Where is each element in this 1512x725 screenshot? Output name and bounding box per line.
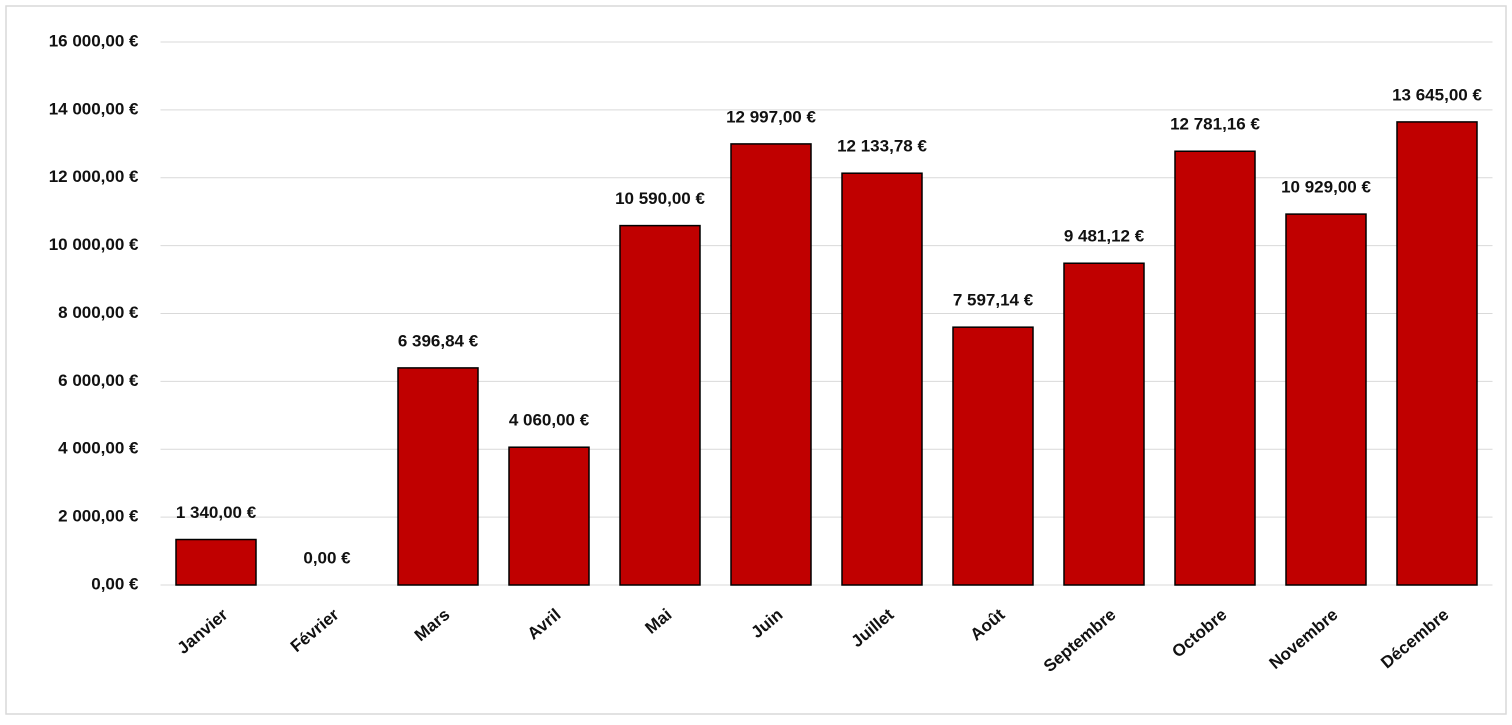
y-tick-label: 14 000,00 € (49, 99, 139, 118)
bar (619, 224, 701, 586)
value-label: 0,00 € (303, 548, 351, 567)
y-tick-label: 12 000,00 € (49, 167, 139, 186)
y-tick-label: 16 000,00 € (49, 31, 139, 50)
y-tick-label: 0,00 € (91, 574, 139, 593)
value-label: 1 340,00 € (176, 503, 257, 522)
bar (175, 538, 257, 586)
value-label: 9 481,12 € (1064, 227, 1145, 246)
bar (730, 143, 812, 586)
y-tick-label: 10 000,00 € (49, 235, 139, 254)
value-label: 12 781,16 € (1170, 115, 1260, 134)
bar (1285, 213, 1367, 586)
y-tick-label: 6 000,00 € (58, 371, 139, 390)
bar (1063, 262, 1145, 586)
bar (952, 326, 1034, 586)
bar (397, 367, 479, 586)
value-label: 10 590,00 € (615, 189, 705, 208)
bar (841, 172, 923, 586)
y-tick-label: 4 000,00 € (58, 439, 139, 458)
bar (1396, 121, 1478, 586)
value-label: 12 997,00 € (726, 107, 816, 126)
value-label: 7 597,14 € (953, 291, 1034, 310)
bar (1174, 150, 1256, 586)
value-label: 4 060,00 € (509, 411, 590, 430)
value-label: 12 133,78 € (837, 137, 927, 156)
bar (508, 446, 590, 586)
value-label: 10 929,00 € (1281, 178, 1371, 197)
value-label: 6 396,84 € (398, 331, 479, 350)
value-label: 13 645,00 € (1392, 85, 1482, 104)
y-tick-label: 2 000,00 € (58, 507, 139, 526)
y-tick-label: 8 000,00 € (58, 303, 139, 322)
